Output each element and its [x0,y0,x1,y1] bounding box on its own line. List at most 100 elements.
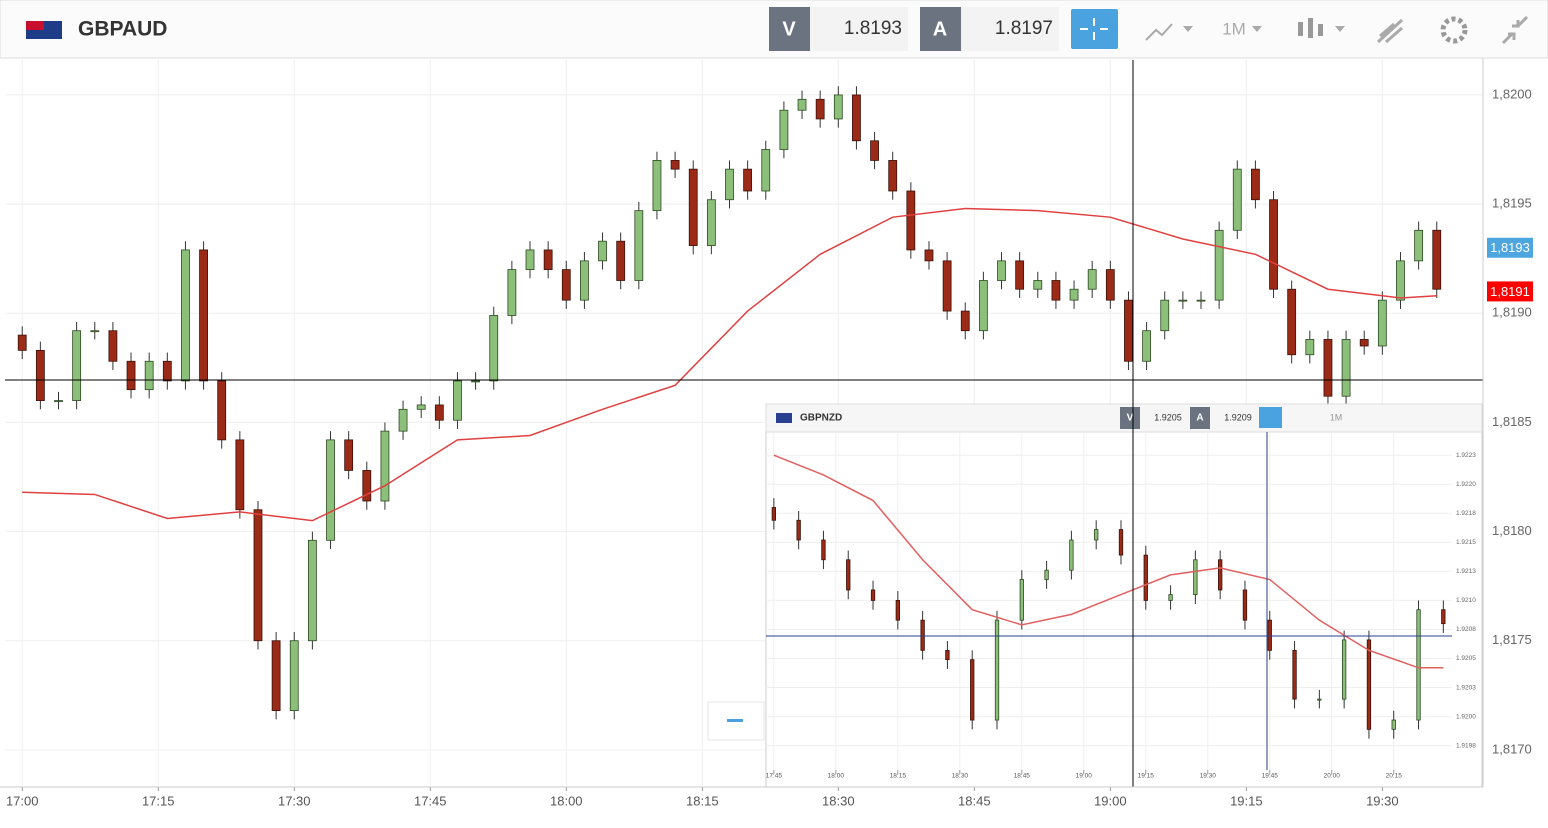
timeframe[interactable]: 1M [1222,19,1246,38]
candle-body [235,439,245,511]
candle-body [1069,288,1079,301]
candle-body [1196,299,1206,302]
x-tick-label: 19:30 [1366,793,1399,808]
candle-body [525,249,535,270]
candle-body [1168,594,1173,601]
candle-body [960,310,970,332]
candle-body [1341,339,1351,397]
bid-price: 1.9205 [1154,412,1182,422]
x-tick-label: 17:45 [414,793,447,808]
indicators-icon[interactable] [1145,23,1173,41]
candle-body [1069,539,1074,571]
y-tick-label: 1.9215 [1456,539,1476,546]
settings-icon[interactable] [1440,16,1468,44]
candle-body [1143,554,1148,601]
x-tick-label: 18:15 [686,793,719,808]
candle-body [253,509,263,642]
candle-body [761,149,771,192]
y-tick-label: 1.9218 [1456,510,1476,517]
inset-chart: 1.9198 1.9200 1.9203 1.9205 1.9208 1.9210 1.92… [766,432,1476,780]
candle-body [870,140,879,161]
candle-body [906,190,916,251]
inset-panel: GBPNZD V 1.9205 A 1.9209 1M 1.9198 1.9200… [765,403,1483,788]
dropdown-icon [1252,26,1262,32]
candle-body [507,269,517,316]
candle-body [997,260,1006,281]
candle-body [652,160,662,212]
candle-body [434,404,444,421]
ask-box [920,7,961,51]
candle-body [1218,559,1223,591]
bid-label: V [782,18,796,40]
x-tick-label: 18:30 [822,793,855,808]
candle-body [796,519,801,541]
y-tick-label: 1,8185 [1492,414,1532,429]
candle-body [924,249,934,262]
candle-body [1094,529,1099,541]
candle-body [126,360,136,391]
candle-body [17,334,27,351]
y-tick-label: 1.9208 [1456,626,1476,633]
candle-body [634,210,644,281]
candle-body [942,260,952,312]
candle-body [398,408,408,432]
candle-body [1414,229,1424,262]
chart-type-icon[interactable] [1298,18,1323,38]
candle-body [1267,619,1272,651]
y-tick-label: 1.9205 [1456,655,1476,662]
y-tick-label: 1,8175 [1492,632,1532,647]
candle-body [725,168,734,201]
candle-body [833,94,843,120]
candle-body [797,98,807,111]
candle-body [90,330,100,333]
moving-average [22,207,1437,522]
candle-body [1292,649,1297,700]
y-tick-label: 1,8180 [1492,523,1532,538]
minus-icon [727,719,743,722]
candle-body [108,330,118,362]
x-tick-label: 19:00 [1094,793,1127,808]
candle-body [1087,269,1097,290]
candle-body [543,249,553,270]
candle-body [616,240,626,281]
y-tick-label: 1.9198 [1456,742,1476,749]
x-tick-label: 18:15 [890,773,907,780]
candle-body [846,559,851,591]
candle-body [561,269,571,301]
candle-body [199,249,208,382]
candle-body [670,160,680,170]
candle-body [1044,569,1049,580]
x-tick-label: 18:45 [1014,773,1031,780]
candle-body [453,380,462,421]
x-tick-label: 19:00 [1076,773,1093,780]
x-tick-label: 19:30 [1200,773,1217,780]
candle-body [821,539,826,561]
timeframe[interactable]: 1M [1330,412,1343,422]
candle-body [144,360,154,391]
main-chart: 1,8170 1,8175 1,8180 1,8185 1,8190 1,8195 1,82… [5,60,1533,808]
candle-body [1287,288,1297,356]
candle-body [344,439,354,471]
x-tick-label: 17:15 [142,793,175,808]
dropdown-icon [1335,26,1345,32]
crosshair-button[interactable] [1259,407,1282,428]
candle-body [1193,559,1198,596]
candle-body [978,280,988,332]
ask-box [1190,407,1210,429]
y-tick-label: 1,8190 [1492,305,1532,320]
candle-body [35,349,45,401]
candle-body [1232,168,1242,231]
candle-body [1317,698,1322,701]
collapse-icon[interactable] [1501,15,1529,45]
x-tick-label: 17:30 [278,793,311,808]
candle-body [217,380,227,441]
ask-field [961,7,1059,51]
draw-icon[interactable] [1376,18,1404,44]
x-tick-label: 18:30 [952,773,969,780]
candle-body [489,315,499,382]
crosshair-button[interactable] [1071,9,1118,49]
candle-body [1341,639,1347,700]
y-tick-label: 1.9200 [1456,713,1476,720]
candle-body [815,98,825,120]
candle-body [771,507,777,521]
